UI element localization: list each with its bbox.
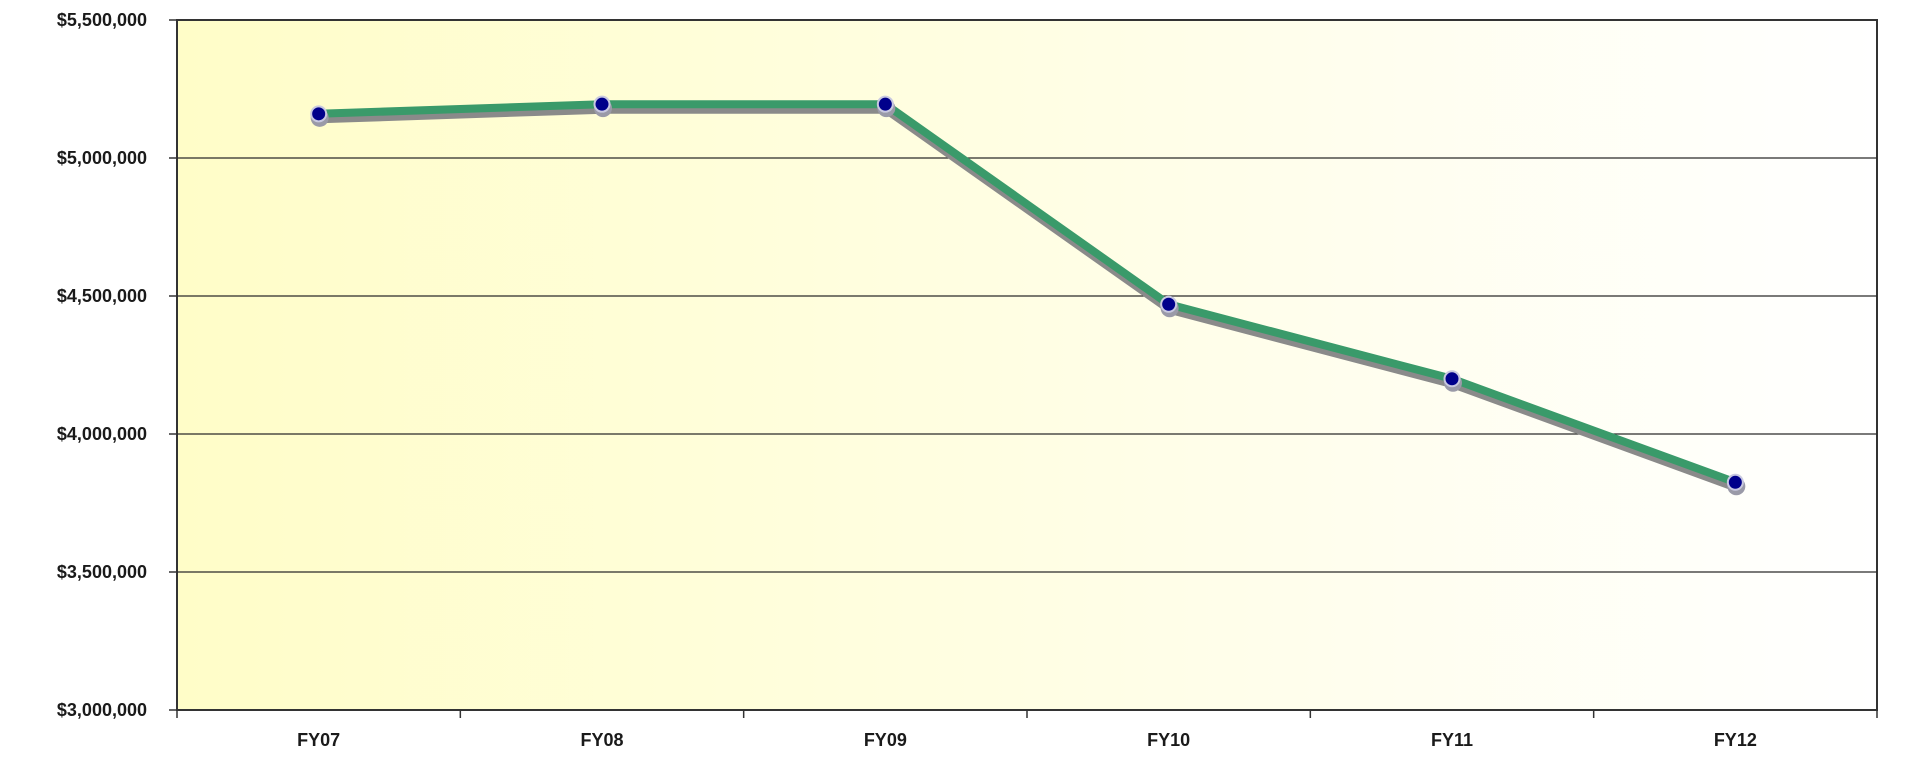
x-tick-label: FY10 xyxy=(1147,730,1190,750)
y-axis: $3,000,000 $3,500,000 $4,000,000 $4,500,000… xyxy=(57,10,177,720)
data-point-fy12 xyxy=(1726,473,1744,491)
y-tick-label: $4,000,000 xyxy=(57,424,147,444)
data-point-fy07 xyxy=(310,105,328,123)
x-axis: FY07 FY08 FY09 FY10 FY11 FY12 xyxy=(176,710,1878,750)
data-point-fy11 xyxy=(1443,370,1461,388)
x-tick-label: FY11 xyxy=(1431,730,1473,750)
x-tick-label: FY12 xyxy=(1714,730,1757,750)
series-line xyxy=(314,100,1740,487)
y-tick-label: $3,000,000 xyxy=(57,700,147,720)
y-tick-label: $3,500,000 xyxy=(57,562,147,582)
x-tick-label: FY08 xyxy=(580,730,623,750)
plot-area-background xyxy=(176,19,1878,711)
data-point-fy09 xyxy=(876,95,894,113)
y-tick-label: $4,500,000 xyxy=(57,286,147,306)
y-tick-label: $5,500,000 xyxy=(57,10,147,30)
y-tick-label: $5,000,000 xyxy=(57,148,147,168)
data-point-fy10 xyxy=(1160,295,1178,313)
x-tick-label: FY07 xyxy=(297,730,340,750)
x-tick-label: FY09 xyxy=(864,730,907,750)
data-point-fy08 xyxy=(593,95,611,113)
series-layer xyxy=(310,95,1746,496)
